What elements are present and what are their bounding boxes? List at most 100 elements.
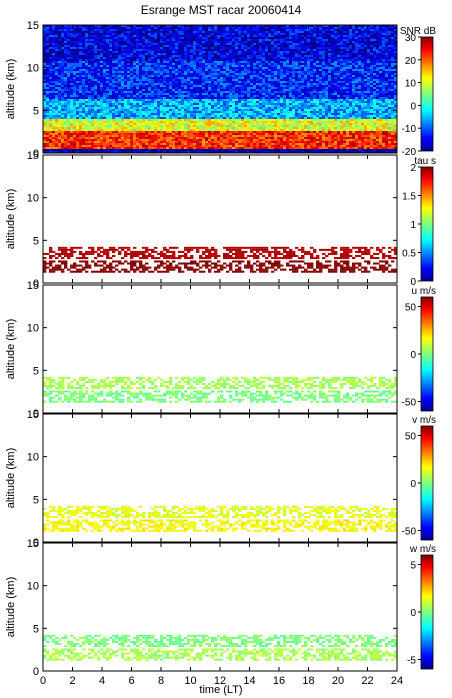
snr-cell — [55, 105, 59, 107]
snr-cell — [52, 45, 56, 47]
snr-cell — [268, 107, 272, 109]
snr-cell — [223, 39, 227, 41]
snr-cell — [181, 87, 185, 89]
snr-cell — [271, 25, 275, 27]
snr-cell — [118, 81, 122, 83]
snr-cell — [271, 27, 275, 29]
snr-cell — [64, 53, 68, 55]
snr-cell — [109, 57, 113, 59]
snr-cell — [349, 83, 353, 85]
snr-cell — [175, 81, 179, 83]
snr-cell — [163, 35, 167, 37]
snr-cell — [127, 71, 131, 73]
snr-cell — [373, 33, 377, 35]
snr-cell — [211, 45, 215, 47]
snr-cell — [340, 103, 344, 105]
snr-cell — [52, 101, 56, 103]
snr-cell — [190, 103, 194, 105]
snr-cell — [262, 75, 266, 77]
snr-cell — [289, 47, 293, 49]
snr-cell — [73, 71, 77, 73]
snr-cell — [229, 97, 233, 99]
snr-cell — [241, 49, 245, 51]
snr-cell — [361, 77, 365, 79]
snr-cell — [319, 25, 323, 27]
snr-cell — [244, 33, 248, 35]
snr-cell — [373, 93, 377, 95]
snr-cell — [121, 35, 125, 37]
snr-cell — [283, 37, 287, 39]
snr-cell — [322, 65, 326, 67]
snr-cell — [274, 65, 278, 67]
snr-cell — [382, 41, 386, 43]
snr-cell — [331, 95, 335, 97]
snr-cell — [193, 95, 197, 97]
snr-cell — [241, 57, 245, 59]
snr-cell — [154, 59, 158, 61]
snr-cell — [295, 89, 299, 91]
snr-cell — [61, 91, 65, 93]
snr-cell — [283, 107, 287, 109]
snr-cell — [163, 79, 167, 81]
snr-cell — [151, 29, 155, 31]
snr-cell — [154, 77, 158, 79]
snr-cell — [301, 79, 305, 81]
snr-cell — [361, 45, 365, 47]
snr-cell — [166, 89, 170, 91]
snr-cell — [88, 63, 92, 65]
snr-cell — [226, 79, 230, 81]
snr-cell — [262, 59, 266, 61]
snr-cell — [322, 95, 326, 97]
snr-cell — [214, 91, 218, 93]
snr-cell — [88, 25, 92, 27]
snr-cell — [190, 105, 194, 107]
snr-cell — [223, 33, 227, 35]
snr-cell — [361, 85, 365, 87]
snr-cell — [208, 61, 212, 63]
snr-cell — [379, 99, 383, 101]
snr-cell — [91, 87, 95, 89]
snr-cell — [241, 39, 245, 41]
snr-cell — [262, 97, 266, 99]
snr-cell — [256, 87, 260, 89]
snr-cell — [259, 75, 263, 77]
snr-cell — [238, 27, 242, 29]
snr-cell — [121, 53, 125, 55]
snr-cell — [61, 65, 65, 67]
snr-cell — [256, 25, 260, 27]
snr-cell — [157, 87, 161, 89]
snr-cell — [373, 41, 377, 43]
snr-cell — [139, 69, 143, 71]
snr-cell — [115, 87, 119, 89]
snr-cell — [100, 71, 104, 73]
snr-cell — [145, 99, 149, 101]
snr-cell — [310, 29, 314, 31]
snr-cell — [172, 89, 176, 91]
snr-cell — [265, 39, 269, 41]
snr-cell — [163, 103, 167, 105]
snr-cell — [142, 57, 146, 59]
snr-cell — [64, 35, 68, 37]
snr-cell — [316, 67, 320, 69]
snr-cell — [265, 107, 269, 109]
snr-cell — [289, 91, 293, 93]
snr-cell — [121, 67, 125, 69]
snr-cell — [229, 105, 233, 107]
snr-cell — [157, 91, 161, 93]
snr-cell — [214, 67, 218, 69]
snr-cell — [76, 73, 80, 75]
snr-cell — [283, 43, 287, 45]
snr-cell — [316, 83, 320, 85]
snr-cell — [262, 57, 266, 59]
snr-cell — [304, 103, 308, 105]
snr-cell — [328, 31, 332, 33]
snr-cell — [274, 47, 278, 49]
snr-cell — [244, 59, 248, 61]
snr-cell — [109, 35, 113, 37]
snr-cell — [325, 33, 329, 35]
snr-cell — [367, 41, 371, 43]
snr-cell — [247, 77, 251, 79]
snr-cell — [136, 81, 140, 83]
snr-cell — [307, 55, 311, 57]
